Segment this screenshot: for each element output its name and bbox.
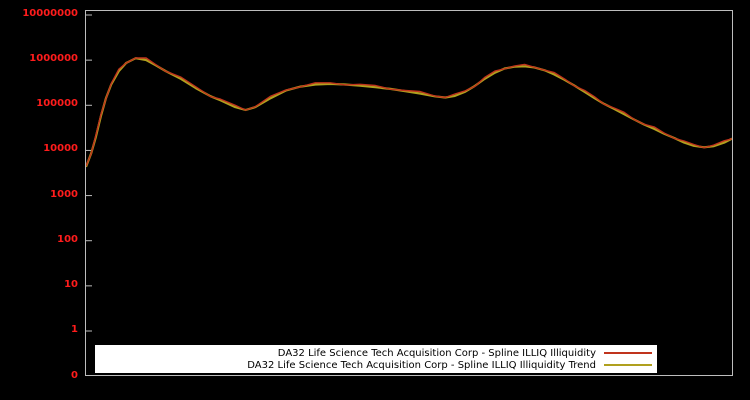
y-tick-label: 1 <box>71 324 78 335</box>
legend-line-sample-trend <box>604 364 652 366</box>
legend-label-trend: DA32 Life Science Tech Acquisition Corp … <box>247 359 596 371</box>
plot-svg <box>86 14 732 332</box>
y-tick-label: 1000000 <box>29 53 78 65</box>
y-tick-label: 100 <box>57 233 78 245</box>
legend-label-illiquidity: DA32 Life Science Tech Acquisition Corp … <box>277 347 596 359</box>
legend-row: DA32 Life Science Tech Acquisition Corp … <box>100 359 652 371</box>
y-tick-label: 100000 <box>36 98 78 110</box>
series-line-trend <box>86 57 732 168</box>
y-axis: 10000000 1000000 100000 10000 1000 100 10 1 0 <box>0 0 80 400</box>
series-line-illiquidity <box>86 57 732 167</box>
y-tick-label: 10000 <box>43 143 78 155</box>
legend-row: DA32 Life Science Tech Acquisition Corp … <box>100 347 652 359</box>
y-tick-label: 1000 <box>50 188 78 200</box>
legend: DA32 Life Science Tech Acquisition Corp … <box>95 345 657 373</box>
plot-area <box>85 10 733 376</box>
y-tick-label: 10000000 <box>22 8 78 19</box>
legend-line-sample-illiquidity <box>604 352 652 354</box>
y-tick-label: 0 <box>71 370 78 381</box>
y-tick-label: 10 <box>64 278 78 290</box>
